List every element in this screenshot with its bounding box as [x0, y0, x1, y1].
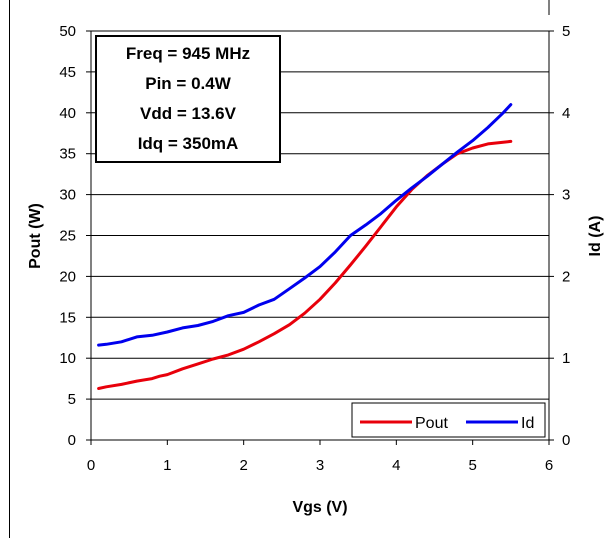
y-left-ticks: 0 5 10 15 20 25 30 35 40 45 50 [59, 23, 91, 449]
y-left-tick-label: 35 [59, 146, 76, 163]
series-line-id [97, 103, 513, 347]
y-right-tick-label: 5 [562, 23, 570, 40]
y-left-tick-label: 50 [59, 23, 76, 40]
y-left-tick-label: 0 [68, 432, 76, 449]
y-left-tick-label: 25 [59, 228, 76, 245]
legend: Pout Id [351, 402, 546, 438]
y-left-tick-label: 30 [59, 187, 76, 204]
y-left-tick-label: 20 [59, 268, 76, 285]
y-left-tick-label: 5 [68, 391, 76, 408]
series-line-pout [97, 139, 513, 390]
y-left-tick-label: 15 [59, 309, 76, 326]
y-right-tick-label: 0 [562, 432, 570, 449]
y-right-tick-label: 4 [562, 105, 570, 122]
y-left-tick-label: 40 [59, 105, 76, 122]
x-tick-label: 4 [392, 457, 400, 474]
conditions-box-border [95, 35, 281, 163]
x-tick-label: 3 [316, 457, 324, 474]
x-tick-label: 6 [545, 457, 553, 474]
y-left-axis-title: Pout (W) [27, 203, 44, 269]
legend-box [351, 402, 546, 438]
y-left-tick-label: 10 [59, 350, 76, 367]
x-tick-label: 5 [468, 457, 476, 474]
y-left-tick-label: 45 [59, 64, 76, 81]
condition-vdd: Vdd = 13.6V [140, 104, 237, 123]
series-lines [97, 103, 513, 390]
y-right-tick-label: 2 [562, 268, 570, 285]
legend-label-id: Id [521, 415, 534, 432]
condition-freq: Freq = 945 MHz [126, 44, 250, 63]
y-right-axis-title: Id (A) [587, 216, 604, 257]
conditions-box: Freq = 945 MHz Pin = 0.4W Vdd = 13.6V Id… [95, 35, 281, 163]
x-ticks: 0 1 2 3 4 5 6 [87, 440, 553, 474]
x-tick-label: 0 [87, 457, 95, 474]
y-right-tick-label: 1 [562, 350, 570, 367]
x-axis-title: Vgs (V) [292, 499, 347, 516]
x-tick-label: 2 [239, 457, 247, 474]
y-right-ticks: 0 1 2 3 4 5 [549, 23, 570, 449]
x-tick-label: 1 [163, 457, 171, 474]
legend-label-pout: Pout [415, 415, 448, 432]
y-right-tick-label: 3 [562, 187, 570, 204]
condition-pin: Pin = 0.4W [145, 74, 231, 93]
condition-idq: Idq = 350mA [138, 134, 239, 153]
